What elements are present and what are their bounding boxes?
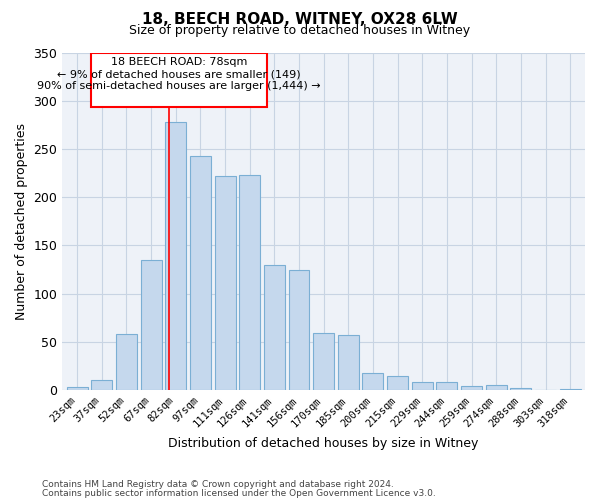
- Bar: [486, 386, 507, 390]
- Bar: [67, 388, 88, 390]
- Bar: [239, 175, 260, 390]
- Text: 90% of semi-detached houses are larger (1,444) →: 90% of semi-detached houses are larger (…: [37, 82, 320, 92]
- Bar: [511, 388, 532, 390]
- Bar: [190, 156, 211, 390]
- Bar: [436, 382, 457, 390]
- Bar: [338, 335, 359, 390]
- Bar: [215, 176, 236, 390]
- Bar: [140, 260, 161, 390]
- Text: Size of property relative to detached houses in Witney: Size of property relative to detached ho…: [130, 24, 470, 37]
- Bar: [461, 386, 482, 390]
- Text: ← 9% of detached houses are smaller (149): ← 9% of detached houses are smaller (149…: [57, 70, 301, 80]
- Bar: [289, 270, 310, 390]
- Bar: [264, 265, 285, 390]
- FancyBboxPatch shape: [91, 52, 267, 106]
- Bar: [412, 382, 433, 390]
- Bar: [91, 380, 112, 390]
- Text: Contains public sector information licensed under the Open Government Licence v3: Contains public sector information licen…: [42, 488, 436, 498]
- X-axis label: Distribution of detached houses by size in Witney: Distribution of detached houses by size …: [169, 437, 479, 450]
- Bar: [165, 122, 186, 390]
- Text: Contains HM Land Registry data © Crown copyright and database right 2024.: Contains HM Land Registry data © Crown c…: [42, 480, 394, 489]
- Bar: [387, 376, 408, 390]
- Text: 18, BEECH ROAD, WITNEY, OX28 6LW: 18, BEECH ROAD, WITNEY, OX28 6LW: [142, 12, 458, 26]
- Bar: [313, 334, 334, 390]
- Bar: [362, 373, 383, 390]
- Text: 18 BEECH ROAD: 78sqm: 18 BEECH ROAD: 78sqm: [110, 58, 247, 68]
- Y-axis label: Number of detached properties: Number of detached properties: [15, 123, 28, 320]
- Bar: [116, 334, 137, 390]
